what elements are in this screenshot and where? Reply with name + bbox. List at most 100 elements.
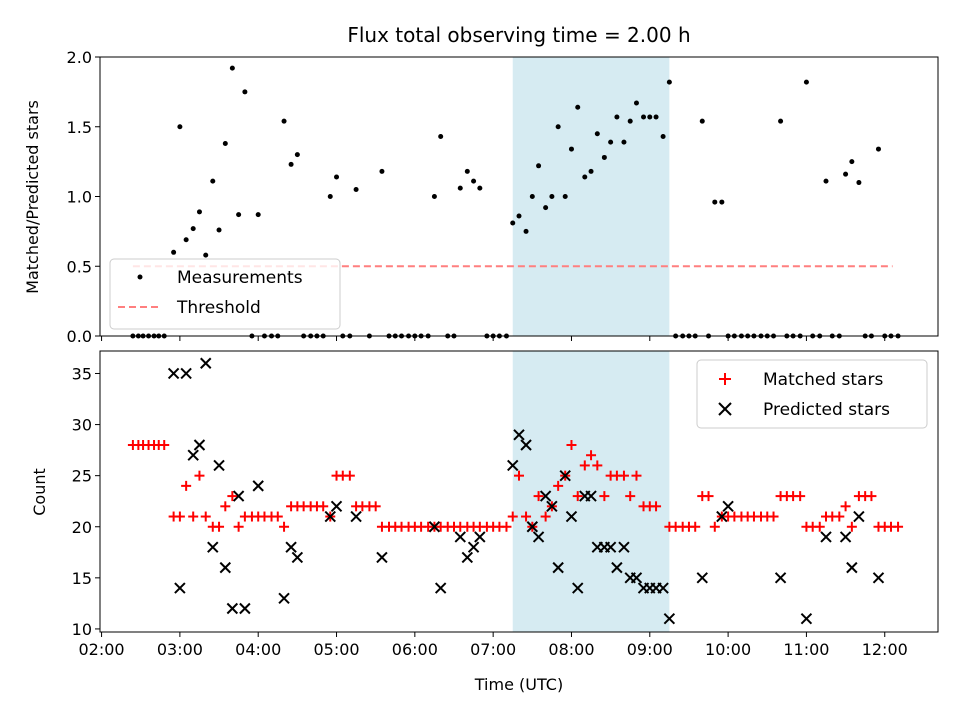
predicted-star-point — [279, 593, 289, 603]
predicted-star-point — [462, 552, 472, 562]
predicted-star-point — [253, 481, 263, 491]
top-y-axis-label: Matched/Predicted stars — [23, 100, 42, 294]
measurement-point — [628, 119, 633, 124]
matched-star-point — [710, 522, 720, 532]
measurement-point — [824, 179, 829, 184]
matched-star-point — [181, 481, 191, 491]
predicted-star-point — [377, 552, 387, 562]
measurement-point — [843, 172, 848, 177]
x-tick-label: 12:00 — [862, 640, 908, 659]
measurement-point — [379, 169, 384, 174]
measurement-point — [230, 66, 235, 71]
figure: 0.00.51.01.52.0 Flux total observing tim… — [0, 0, 960, 720]
matched-star-point — [371, 501, 381, 511]
top-legend: Measurements Threshold — [110, 259, 340, 329]
x-tick-label: 07:00 — [470, 640, 516, 659]
bottom-y-axis-label: Count — [30, 468, 49, 516]
measurement-point — [549, 194, 554, 199]
measurement-point — [536, 163, 541, 168]
predicted-star-point — [332, 501, 342, 511]
predicted-star-point — [854, 512, 864, 522]
measurement-point — [667, 80, 672, 85]
predicted-star-point — [841, 532, 851, 542]
y-tick-label: 2.0 — [67, 48, 92, 67]
measurement-point — [524, 229, 529, 234]
legend-predicted-label: Predicted stars — [763, 400, 890, 420]
measurement-point — [256, 212, 261, 217]
measurement-point — [661, 134, 666, 139]
predicted-star-point — [436, 583, 446, 593]
legend-measurements-marker — [138, 275, 143, 280]
predicted-star-point — [169, 368, 179, 378]
measurement-point — [804, 80, 809, 85]
measurement-point — [242, 89, 247, 94]
measurement-point — [236, 212, 241, 217]
y-tick-label: 0.5 — [67, 257, 92, 276]
matched-star-point — [841, 501, 851, 511]
matched-star-point — [866, 491, 876, 501]
y-tick-label: 1.5 — [67, 118, 92, 137]
measurement-point — [556, 124, 561, 129]
measurement-point — [465, 169, 470, 174]
legend-threshold-label: Threshold — [176, 298, 261, 318]
matched-star-point — [159, 440, 169, 450]
x-tick-label: 09:00 — [627, 640, 673, 659]
matched-star-point — [175, 512, 185, 522]
predicted-star-point — [351, 512, 361, 522]
measurement-point — [582, 174, 587, 179]
measurement-point — [295, 152, 300, 157]
measurement-point — [856, 180, 861, 185]
matched-star-point — [273, 512, 283, 522]
measurement-point — [614, 114, 619, 119]
matched-star-point — [769, 512, 779, 522]
measurement-point — [184, 237, 189, 242]
measurement-point — [876, 147, 881, 152]
measurement-point — [197, 209, 202, 214]
y-tick-label: 30 — [72, 416, 92, 435]
predicted-star-point — [175, 583, 185, 593]
predicted-star-point — [475, 532, 485, 542]
matched-star-point — [501, 522, 511, 532]
predicted-star-point — [220, 563, 230, 573]
predicted-star-point — [201, 358, 211, 368]
predicted-star-point — [776, 573, 786, 583]
predicted-star-point — [821, 532, 831, 542]
matched-star-point — [220, 501, 230, 511]
measurement-point — [595, 131, 600, 136]
measurement-point — [530, 194, 535, 199]
measurement-point — [575, 105, 580, 110]
x-tick-label: 02:00 — [79, 640, 125, 659]
measurement-point — [634, 101, 639, 106]
top-panel: 0.0 0.5 1.0 1.5 2.0 Flux total observing tim… — [23, 23, 938, 346]
measurement-point — [563, 194, 568, 199]
measurement-point — [608, 140, 613, 145]
measurement-point — [621, 140, 626, 145]
measurement-point — [517, 214, 522, 219]
measurement-point — [477, 186, 482, 191]
y-tick-label: 20 — [72, 518, 92, 537]
matched-star-point — [815, 522, 825, 532]
measurement-point — [647, 114, 652, 119]
measurement-point — [282, 119, 287, 124]
measurement-point — [191, 226, 196, 231]
predicted-star-point — [292, 552, 302, 562]
matched-star-point — [795, 491, 805, 501]
legend-measurements-label: Measurements — [177, 268, 303, 288]
predicted-star-point — [227, 603, 237, 613]
measurement-point — [328, 194, 333, 199]
y-tick-label: 15 — [72, 569, 92, 588]
y-tick-label: 1.0 — [67, 188, 92, 207]
predicted-star-point — [214, 460, 224, 470]
matched-star-point — [194, 471, 204, 481]
predicted-star-point — [697, 573, 707, 583]
measurement-point — [354, 187, 359, 192]
measurement-point — [719, 200, 724, 205]
predicted-star-point — [188, 450, 198, 460]
measurement-point — [171, 250, 176, 255]
predicted-star-point — [873, 573, 883, 583]
measurement-point — [210, 179, 215, 184]
predicted-star-point — [455, 532, 465, 542]
bottom-x-ticks: 02:00 03:00 04:00 05:00 06:00 07:00 08:00 09:00… — [79, 632, 908, 659]
measurement-point — [641, 114, 646, 119]
measurement-point — [334, 174, 339, 179]
